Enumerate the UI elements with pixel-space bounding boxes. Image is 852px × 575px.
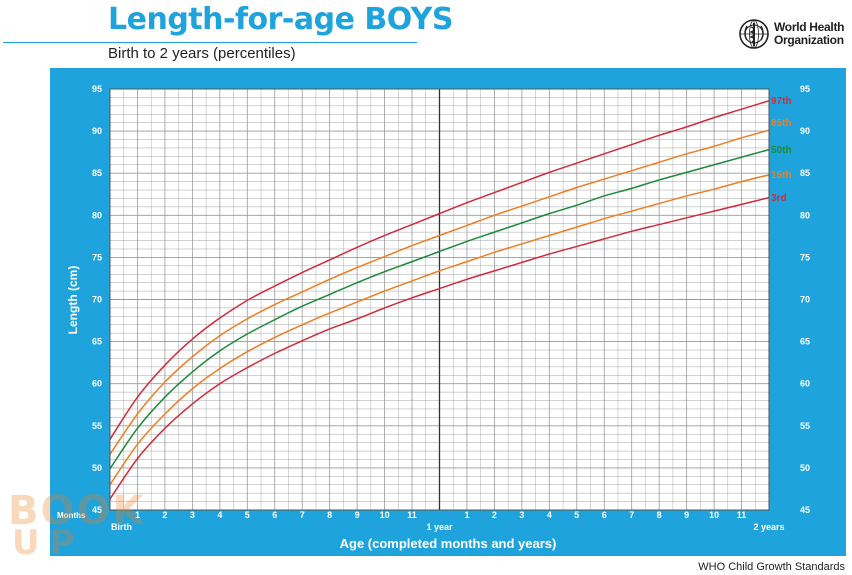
x-axis-title: Age (completed months and years) <box>340 536 557 551</box>
who-emblem-icon <box>739 19 769 49</box>
y-tick-label-right: 65 <box>800 337 810 347</box>
y-tick-label-left: 85 <box>92 168 102 178</box>
page-subtitle: Birth to 2 years (percentiles) <box>108 45 296 62</box>
y-axis-title: Length (cm) <box>66 266 80 335</box>
x-tick-label: 2 <box>162 510 167 520</box>
x-tick-label: 3 <box>519 510 524 520</box>
y-tick-label-left: 70 <box>92 295 102 305</box>
x-tick-label: 8 <box>327 510 332 520</box>
y-tick-label-right: 75 <box>800 252 810 262</box>
y-tick-label-left: 50 <box>92 463 102 473</box>
x-tick-label: 1 <box>135 510 140 520</box>
series-line-85th <box>109 129 770 455</box>
series-line-97th <box>109 100 770 440</box>
y-tick-label-right: 70 <box>800 295 810 305</box>
y-tick-label-left: 75 <box>92 252 102 262</box>
organization-name: World Health Organization <box>774 21 844 47</box>
x-tick-label-birth: Birth <box>111 522 132 532</box>
percentile-curves: 97th 85th 50th 15th 3rd <box>109 96 792 500</box>
series-label-3rd: 3rd <box>771 193 787 204</box>
x-tick-label: 11 <box>737 510 747 520</box>
y-tick-label-right: 55 <box>800 421 810 431</box>
y-tick-label-right: 80 <box>800 210 810 220</box>
y-tick-label-left: 90 <box>92 126 102 136</box>
organization-name-line2: Organization <box>774 33 844 47</box>
y-tick-label-left: 45 <box>92 505 102 515</box>
x-tick-label: 8 <box>657 510 662 520</box>
watermark-line1: BOOK <box>8 488 146 534</box>
watermark-line2: UP <box>12 523 85 556</box>
x-tick-label: 9 <box>355 510 360 520</box>
y-tick-label-left: 95 <box>92 84 102 94</box>
series-line-15th <box>109 174 770 486</box>
y-tick-label-right: 90 <box>800 126 810 136</box>
x-tick-label-months: Months <box>57 511 86 520</box>
series-label-50th: 50th <box>771 145 792 156</box>
y-tick-label-right: 50 <box>800 463 810 473</box>
y-tick-label-right: 95 <box>800 84 810 94</box>
x-tick-label: 6 <box>272 510 277 520</box>
x-tick-label: 4 <box>547 510 552 520</box>
x-tick-label: 5 <box>245 510 250 520</box>
series-line-3rd <box>109 196 770 500</box>
x-tick-label: 11 <box>407 510 417 520</box>
watermark-logo: BOOK UP <box>8 488 146 556</box>
title-underline <box>3 42 417 43</box>
x-tick-label: 9 <box>684 510 689 520</box>
y-tick-label-left: 65 <box>92 337 102 347</box>
x-tick-label: 2 <box>492 510 497 520</box>
x-tick-label: 1 <box>464 510 469 520</box>
x-tick-label: 4 <box>217 510 222 520</box>
y-tick-label-right: 60 <box>800 379 810 389</box>
series-label-15th: 15th <box>771 170 792 181</box>
x-tick-label: 10 <box>380 510 390 520</box>
x-tick-label-1-year: 1 year <box>426 522 453 532</box>
x-tick-label: 7 <box>629 510 634 520</box>
series-label-97th: 97th <box>771 96 792 107</box>
x-tick-label: 10 <box>709 510 719 520</box>
y-tick-label-right: 85 <box>800 168 810 178</box>
grid-lines <box>110 89 769 510</box>
y-tick-label-right: 45 <box>800 505 810 515</box>
page-title: Length-for-age BOYS <box>108 2 454 37</box>
series-line-50th <box>109 148 770 470</box>
y-tick-label-left: 55 <box>92 421 102 431</box>
x-tick-label: 3 <box>190 510 195 520</box>
y-tick-label-left: 80 <box>92 210 102 220</box>
x-tick-label: 7 <box>300 510 305 520</box>
x-tick-label: 6 <box>602 510 607 520</box>
y-tick-label-left: 60 <box>92 379 102 389</box>
series-label-85th: 85th <box>771 118 792 129</box>
organization-name-line1: World Health <box>774 20 845 34</box>
footer-source: WHO Child Growth Standards <box>698 561 845 573</box>
x-tick-label: 5 <box>574 510 579 520</box>
plot-border <box>109 88 770 511</box>
x-tick-label-2-years: 2 years <box>753 522 784 532</box>
